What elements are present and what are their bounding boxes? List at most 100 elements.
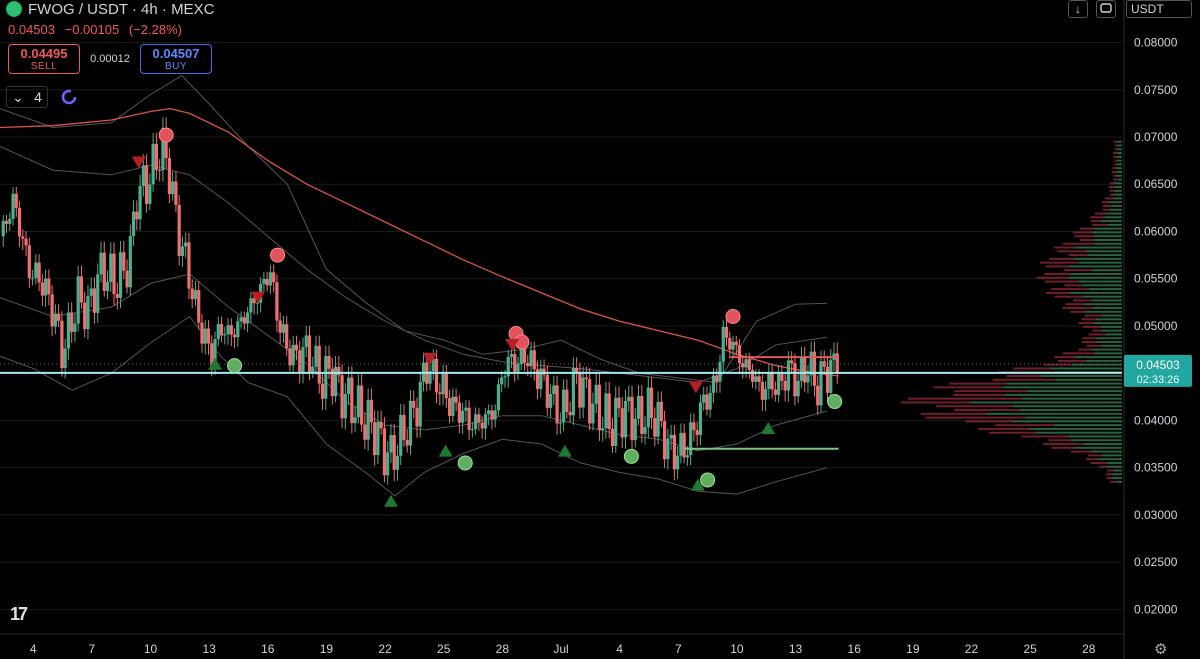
volume-bar-sell: [1115, 148, 1117, 150]
volume-bar-buy: [1089, 288, 1122, 290]
candle-down: [207, 329, 210, 344]
indicator-count: 4: [34, 89, 42, 105]
volume-bar-buy: [1116, 481, 1122, 483]
grid-lines: [0, 0, 1124, 659]
candle-up: [311, 367, 314, 372]
candle-down: [253, 298, 256, 303]
candle-down: [266, 279, 269, 286]
volume-bar-sell: [1073, 231, 1092, 233]
candle-down: [383, 428, 386, 475]
candle-up: [582, 378, 585, 408]
candle-up: [324, 356, 327, 399]
candle-up: [764, 389, 767, 400]
candle-up: [106, 282, 109, 291]
candle-down: [725, 327, 728, 338]
candle-down: [816, 386, 819, 406]
candle-down: [477, 414, 480, 422]
candle-up: [223, 334, 226, 335]
candle-up: [637, 396, 640, 419]
candle-down: [187, 242, 190, 288]
candle-down: [393, 435, 396, 470]
symbol-title: FWOG / USDT · 4h · MEXC: [28, 1, 214, 18]
candle-up: [376, 422, 379, 455]
volume-bar-sell: [993, 379, 1055, 381]
sell-signal-triangle: [423, 353, 437, 365]
bollinger-bands: [0, 76, 827, 496]
volume-bar-buy: [1105, 216, 1122, 218]
candle-up: [282, 324, 285, 333]
volume-bar-buy: [1003, 386, 1122, 388]
candle-up: [754, 376, 757, 381]
y-tick-label: 0.03000: [1134, 508, 1178, 522]
volume-bar-sell: [1112, 167, 1116, 169]
volume-bar-buy: [1074, 258, 1122, 260]
x-tick-label: 10: [144, 642, 158, 656]
buy-signal-circle: [828, 395, 842, 409]
candle-up: [520, 348, 523, 364]
indicators-toggle[interactable]: ⌄ 4: [6, 86, 48, 108]
candle-down: [617, 398, 620, 409]
volume-bar-sell: [989, 432, 1036, 434]
x-tick-label: 4: [616, 642, 623, 656]
y-tick-label: 0.05000: [1134, 319, 1178, 333]
tradingview-logo: 17: [10, 604, 26, 625]
sell-price: 0.04495: [9, 47, 79, 60]
volume-bar-buy: [1117, 163, 1122, 165]
volume-bar-sell: [1057, 250, 1085, 252]
candle-up: [464, 408, 467, 411]
candle-down: [784, 381, 787, 391]
candle-down: [318, 346, 321, 384]
buy-button[interactable]: 0.04507 BUY: [140, 44, 212, 74]
candle-up: [614, 398, 617, 446]
candle-down: [28, 245, 31, 278]
candle-down: [415, 408, 418, 427]
down-arrow-button[interactable]: ↓: [1068, 0, 1088, 18]
candle-down: [735, 342, 738, 345]
currency-selector[interactable]: USDT: [1126, 0, 1192, 18]
candle-down: [454, 397, 457, 403]
candle-up: [152, 144, 155, 185]
volume-bar-sell: [1043, 443, 1083, 445]
volume-bar-buy: [970, 401, 1122, 403]
candle-down: [751, 370, 754, 382]
volume-bar-buy: [1116, 175, 1122, 177]
volume-bar-sell: [1109, 194, 1113, 196]
candle-down: [705, 394, 708, 409]
sell-button[interactable]: 0.04495 SELL: [8, 44, 80, 74]
price-chart[interactable]: 0.080000.075000.070000.065000.060000.055…: [0, 0, 1200, 659]
candle-down: [288, 348, 291, 365]
x-tick-label: 10: [730, 642, 744, 656]
candle-down: [663, 421, 666, 459]
volume-bar-buy: [1082, 296, 1122, 298]
candle-down: [57, 314, 60, 321]
candle-up: [441, 374, 444, 395]
buy-signal-circle: [701, 473, 715, 487]
volume-bar-buy: [1036, 432, 1122, 434]
candle-up: [647, 388, 650, 427]
current-price-tag: 0.04503 02:33:26: [1124, 355, 1192, 387]
candle-up: [595, 385, 598, 404]
volume-bar-buy: [1110, 209, 1122, 211]
chevron-down-icon: ⌄: [12, 89, 24, 106]
candle-down: [771, 372, 774, 390]
candle-up: [334, 367, 337, 396]
volume-bar-sell: [1049, 258, 1073, 260]
x-tick-label: 28: [1082, 642, 1096, 656]
volume-bar-buy: [1070, 273, 1122, 275]
fullscreen-button[interactable]: [1096, 0, 1116, 18]
volume-bar-sell: [1052, 447, 1075, 449]
volume-bar-buy: [1092, 231, 1122, 233]
buy-signal-circle: [624, 449, 638, 463]
gear-icon[interactable]: ⚙: [1154, 640, 1167, 658]
candle-down: [360, 386, 363, 425]
loading-icon: [60, 88, 78, 106]
candle-down: [233, 335, 236, 337]
ma-line: [0, 109, 839, 376]
volume-bar-buy: [1092, 349, 1122, 351]
volume-bar-sell: [1110, 190, 1115, 192]
sell-signal-circle: [271, 248, 285, 262]
candle-up: [702, 394, 705, 402]
y-tick-label: 0.03500: [1134, 461, 1178, 475]
candle-down: [308, 335, 311, 372]
candle-down: [298, 350, 301, 372]
